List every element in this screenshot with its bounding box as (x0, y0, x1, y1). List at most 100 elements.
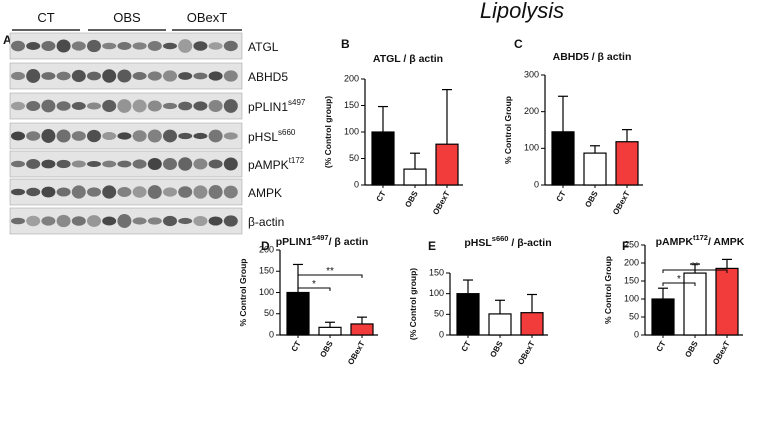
protein-site: s660 (278, 128, 296, 137)
y-tick-label: 0 (634, 329, 639, 339)
bar (551, 131, 575, 186)
protein-label: ABHD5 (248, 70, 288, 84)
blot-band (87, 129, 101, 143)
panel-letter: A (3, 33, 12, 47)
y-tick-label: 100 (344, 126, 359, 136)
blot-band (223, 132, 238, 140)
blot-band (132, 72, 147, 80)
blot-band (87, 102, 101, 110)
blot-band (117, 160, 132, 168)
protein-label: pPLIN1s497 (248, 98, 306, 114)
blot-band (71, 216, 86, 226)
x-tick-label: CT (655, 339, 668, 353)
blot-band (102, 216, 117, 226)
blot-band (56, 71, 71, 81)
blot-band (102, 42, 117, 50)
blot-band (102, 131, 117, 141)
blot-band (41, 159, 56, 169)
blot-band (102, 185, 117, 199)
y-tick-label: 200 (259, 244, 274, 254)
y-tick-label: 200 (524, 106, 539, 116)
blot-band (223, 99, 238, 113)
blot-band (208, 100, 223, 112)
title-sup: t172 (693, 233, 708, 242)
blot-band (56, 214, 71, 228)
blot-band (41, 129, 56, 143)
y-tick-label: 50 (349, 153, 359, 163)
bar (488, 313, 512, 336)
blot-band (26, 69, 41, 83)
y-tick-label: 100 (429, 288, 444, 298)
panel-letter: C (514, 37, 523, 51)
blot-band (87, 71, 101, 81)
blot-band (102, 69, 117, 83)
panel-letter: F (622, 239, 629, 253)
blot-band (147, 100, 162, 112)
x-tick-label: OBS (318, 339, 335, 359)
group-label: CT (37, 10, 54, 25)
blot-band (132, 217, 147, 225)
bar (651, 298, 675, 336)
blot-band (41, 99, 56, 113)
blot-band (41, 186, 56, 198)
chart-title: pPLIN1s497/ β actin (276, 233, 369, 248)
y-tick-label: 200 (624, 257, 639, 267)
y-tick-label: 0 (534, 179, 539, 189)
x-tick-label: OBS (403, 189, 420, 209)
blot-band (147, 41, 162, 51)
blot-band (223, 157, 238, 171)
blot-band (193, 132, 208, 140)
blot-band (117, 42, 132, 50)
blot-band (132, 130, 147, 142)
bar (371, 131, 395, 186)
y-tick-label: 150 (344, 100, 359, 110)
y-tick-label: 100 (524, 143, 539, 153)
blot-band (208, 129, 223, 143)
protein-label: pHSLs660 (248, 128, 296, 144)
blot-band (223, 215, 238, 227)
protein-site: t172 (289, 156, 305, 165)
title-sup: s497 (312, 233, 329, 242)
blot-band (163, 129, 177, 143)
bar (350, 323, 374, 336)
blot-band (147, 71, 162, 81)
bar (615, 141, 639, 186)
blot-band (208, 42, 223, 50)
x-tick-label: OBexT (516, 339, 537, 366)
blot-band (178, 186, 193, 198)
protein-name: AMPK (248, 186, 282, 200)
blot-band (147, 217, 162, 225)
x-tick-label: CT (460, 339, 473, 353)
group-label: OBS (113, 10, 141, 25)
blot-band (208, 71, 223, 81)
panel-letter: D (261, 239, 270, 253)
y-tick-label: 300 (524, 69, 539, 79)
blot-band (26, 187, 41, 197)
blot-band (208, 159, 223, 169)
y-tick-label: 250 (624, 239, 639, 249)
blot-band (117, 99, 132, 113)
protein-name: β-actin (248, 215, 284, 229)
blot-band (178, 217, 193, 225)
blot-band (26, 101, 41, 111)
blot-band (178, 157, 193, 171)
protein-label: β-actin (248, 215, 284, 229)
blot-band (56, 129, 71, 143)
blot-band (87, 160, 101, 168)
protein-site: s497 (288, 98, 306, 107)
blot-band (11, 101, 25, 111)
blot-band (26, 215, 41, 227)
blot-band (117, 132, 132, 140)
bar (715, 267, 739, 336)
bar (286, 291, 310, 336)
bar (456, 293, 480, 336)
blot-band (163, 70, 177, 82)
blot-band (11, 131, 25, 141)
protein-name: ATGL (248, 40, 279, 54)
blot-band (71, 185, 86, 199)
blot-band (11, 217, 25, 225)
protein-name: ABHD5 (248, 70, 288, 84)
blot-band (147, 129, 162, 143)
y-axis-label: % Control Group (503, 96, 513, 164)
x-tick-label: CT (555, 189, 568, 203)
